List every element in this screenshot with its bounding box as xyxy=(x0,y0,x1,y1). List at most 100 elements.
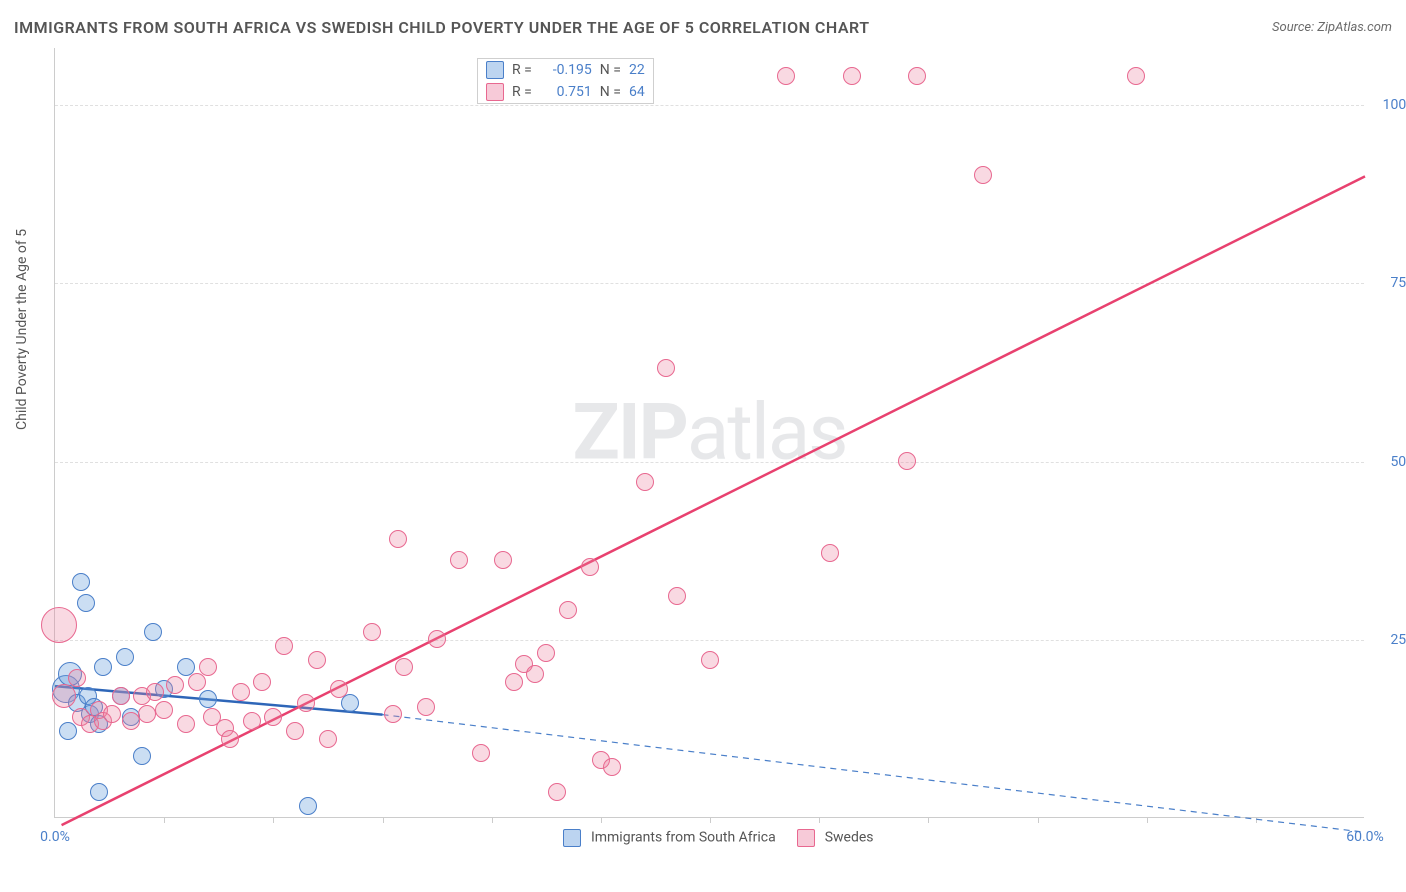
scatter-point xyxy=(286,722,304,740)
x-tick-mark xyxy=(819,817,820,823)
scatter-point xyxy=(843,67,861,85)
x-tick-mark xyxy=(383,817,384,823)
x-tick-label: 60.0% xyxy=(1346,829,1384,845)
swatch-icon xyxy=(486,83,504,101)
scatter-point xyxy=(701,651,719,669)
scatter-point xyxy=(657,359,675,377)
scatter-point xyxy=(395,658,413,676)
stats-r-value: 0.751 xyxy=(540,84,592,100)
scatter-point xyxy=(363,623,381,641)
source-attribution: Source: ZipAtlas.com xyxy=(1272,20,1392,35)
x-tick-mark xyxy=(1147,817,1148,823)
scatter-point xyxy=(299,797,317,815)
scatter-point xyxy=(297,694,315,712)
scatter-point xyxy=(428,630,446,648)
scatter-point xyxy=(668,587,686,605)
y-tick-label: 50.0% xyxy=(1390,454,1406,470)
watermark: ZIPatlas xyxy=(572,387,846,478)
scatter-point xyxy=(319,730,337,748)
watermark-light: atlas xyxy=(687,387,847,478)
correlation-stats-box: R = -0.195 N = 22 R = 0.751 N = 64 xyxy=(477,58,654,104)
scatter-point xyxy=(908,67,926,85)
scatter-point xyxy=(243,712,261,730)
stats-n-value: 64 xyxy=(629,84,645,100)
scatter-point xyxy=(253,673,271,691)
y-axis-label: Child Poverty Under the Age of 5 xyxy=(14,229,30,430)
chart-title: IMMIGRANTS FROM SOUTH AFRICA VS SWEDISH … xyxy=(14,18,870,37)
scatter-point xyxy=(389,530,407,548)
scatter-point xyxy=(138,705,156,723)
scatter-point xyxy=(548,783,566,801)
swatch-icon xyxy=(797,829,815,847)
trend-line-dashed xyxy=(383,715,1366,833)
gridline xyxy=(55,462,1364,463)
scatter-point xyxy=(384,705,402,723)
stats-r-label: R = xyxy=(512,62,532,78)
scatter-point xyxy=(537,644,555,662)
scatter-point xyxy=(232,683,250,701)
x-tick-mark xyxy=(273,817,274,823)
scatter-point xyxy=(308,651,326,669)
scatter-point xyxy=(636,473,654,491)
scatter-point xyxy=(264,708,282,726)
scatter-point xyxy=(603,758,621,776)
stats-r-value: -0.195 xyxy=(540,62,592,78)
scatter-point xyxy=(41,607,77,643)
stats-row-series2: R = 0.751 N = 64 xyxy=(478,81,653,103)
x-tick-mark xyxy=(928,817,929,823)
scatter-point xyxy=(450,551,468,569)
watermark-bold: ZIP xyxy=(572,387,686,478)
scatter-point xyxy=(330,680,348,698)
x-tick-mark xyxy=(1256,817,1257,823)
swatch-icon xyxy=(563,829,581,847)
scatter-point xyxy=(472,744,490,762)
scatter-point xyxy=(52,684,76,708)
scatter-point xyxy=(199,658,217,676)
scatter-point xyxy=(221,730,239,748)
bottom-legend: Immigrants from South Africa Swedes xyxy=(55,829,1364,847)
stats-r-label: R = xyxy=(512,84,532,100)
legend-label-2: Swedes xyxy=(825,830,874,846)
x-tick-mark xyxy=(710,817,711,823)
scatter-point xyxy=(581,558,599,576)
scatter-point xyxy=(1127,67,1145,85)
scatter-point xyxy=(341,694,359,712)
scatter-point xyxy=(559,601,577,619)
scatter-point xyxy=(77,594,95,612)
scatter-point xyxy=(821,544,839,562)
scatter-point xyxy=(59,722,77,740)
gridline xyxy=(55,283,1364,284)
x-tick-mark xyxy=(164,817,165,823)
scatter-point xyxy=(112,687,130,705)
scatter-point xyxy=(90,783,108,801)
scatter-point xyxy=(146,683,164,701)
chart-plot-area: ZIPatlas R = -0.195 N = 22 R = 0.751 N =… xyxy=(54,48,1364,818)
x-tick-mark xyxy=(1038,817,1039,823)
x-tick-mark xyxy=(601,817,602,823)
scatter-point xyxy=(103,705,121,723)
gridline xyxy=(55,640,1364,641)
trendlines-svg xyxy=(55,48,1364,817)
scatter-point xyxy=(199,690,217,708)
swatch-icon xyxy=(486,61,504,79)
y-tick-label: 25.0% xyxy=(1390,632,1406,648)
scatter-point xyxy=(275,637,293,655)
scatter-point xyxy=(898,452,916,470)
scatter-point xyxy=(166,676,184,694)
x-tick-mark xyxy=(492,817,493,823)
y-tick-label: 75.0% xyxy=(1390,275,1406,291)
scatter-point xyxy=(526,665,544,683)
scatter-point xyxy=(494,551,512,569)
stats-row-series1: R = -0.195 N = 22 xyxy=(478,59,653,81)
stats-n-label: N = xyxy=(600,84,621,100)
scatter-point xyxy=(974,166,992,184)
scatter-point xyxy=(72,573,90,591)
scatter-point xyxy=(94,658,112,676)
x-tick-label: 0.0% xyxy=(40,829,70,845)
scatter-point xyxy=(177,715,195,733)
y-tick-label: 100.0% xyxy=(1383,97,1406,113)
scatter-point xyxy=(116,648,134,666)
stats-n-value: 22 xyxy=(629,62,645,78)
scatter-point xyxy=(777,67,795,85)
scatter-point xyxy=(68,669,86,687)
